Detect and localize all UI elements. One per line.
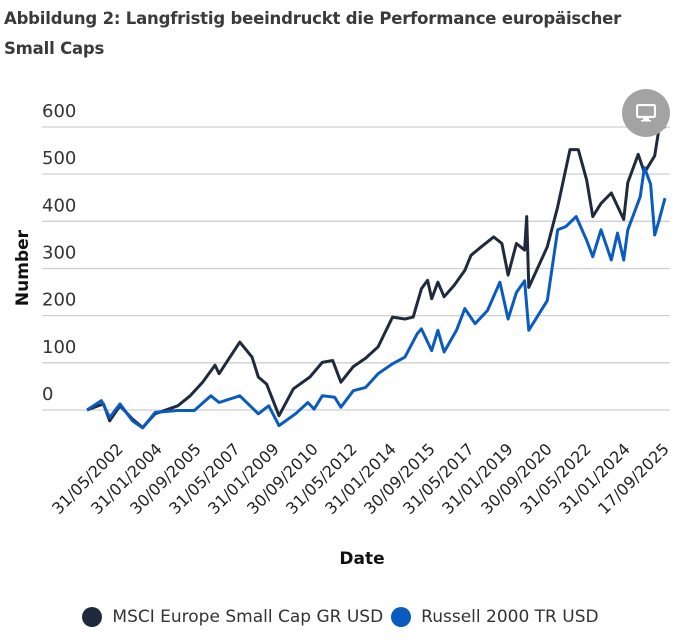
line-chart: 0 100 200 300 400 500 600 31/05/200231/01/2004… [13,101,673,569]
gridlines [42,126,670,411]
legend-item-msci[interactable]: MSCI Europe Small Cap GR USD [82,607,383,627]
monitor-icon [636,104,656,122]
y-tick-label: 300 [42,242,76,263]
y-axis-label: Number [13,229,33,306]
y-tick-label: 200 [42,290,76,311]
y-tick-label: 400 [42,195,76,216]
legend-marker-msci [82,607,103,627]
y-tick-label: 500 [42,148,76,169]
chart-menu-button[interactable] [622,89,670,137]
x-tick-labels: 31/05/200231/01/200430/09/200531/05/2007… [48,439,673,518]
legend-marker-russell [391,607,412,627]
y-tick-label: 0 [42,384,53,405]
series-lines [86,125,667,430]
legend-label: MSCI Europe Small Cap GR USD [112,607,384,627]
y-tick-labels: 0 100 200 300 400 500 600 [42,101,76,405]
y-tick-label: 100 [42,337,76,358]
chart-title: Abbildung 2: Langfristig beeindruckt die… [4,9,622,58]
y-tick-label: 600 [42,101,76,122]
series-line-msci-europe-small-cap [86,125,666,429]
series-line-russell-2000 [86,166,667,430]
legend-label: Russell 2000 TR USD [421,607,599,627]
legend-item-russell[interactable]: Russell 2000 TR USD [391,607,599,627]
legend: MSCI Europe Small Cap GR USD Russell 200… [0,607,681,627]
x-axis-label: Date [339,549,384,569]
